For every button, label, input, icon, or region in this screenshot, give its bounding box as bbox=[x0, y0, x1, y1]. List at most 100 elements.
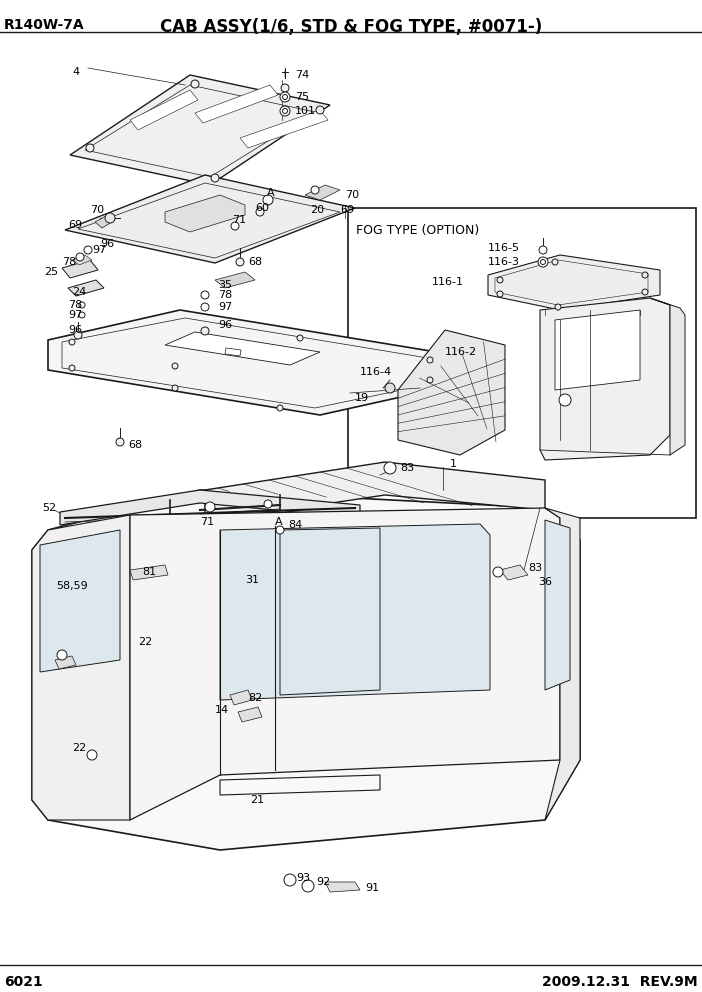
Text: 96: 96 bbox=[100, 239, 114, 249]
Circle shape bbox=[385, 383, 395, 393]
Text: FOG TYPE (OPTION): FOG TYPE (OPTION) bbox=[356, 224, 479, 237]
Text: 71: 71 bbox=[200, 517, 214, 527]
Circle shape bbox=[79, 302, 85, 308]
Circle shape bbox=[69, 365, 75, 371]
Polygon shape bbox=[500, 565, 528, 580]
Circle shape bbox=[311, 186, 319, 194]
Circle shape bbox=[555, 304, 561, 310]
Polygon shape bbox=[130, 90, 198, 130]
Text: CAB ASSY(1/6, STD & FOG TYPE, #0071-): CAB ASSY(1/6, STD & FOG TYPE, #0071-) bbox=[160, 18, 542, 36]
Polygon shape bbox=[40, 530, 120, 672]
Circle shape bbox=[280, 106, 290, 116]
Circle shape bbox=[281, 84, 289, 92]
Polygon shape bbox=[220, 524, 490, 700]
Circle shape bbox=[541, 260, 545, 265]
Text: 52: 52 bbox=[42, 503, 56, 513]
Text: A: A bbox=[267, 188, 274, 198]
Polygon shape bbox=[130, 565, 168, 580]
Text: 69: 69 bbox=[68, 220, 82, 230]
Circle shape bbox=[201, 291, 209, 299]
Text: 60: 60 bbox=[255, 203, 269, 213]
Text: 78: 78 bbox=[68, 300, 82, 310]
Circle shape bbox=[276, 526, 284, 534]
Text: 74: 74 bbox=[295, 70, 310, 80]
Polygon shape bbox=[70, 75, 330, 185]
Polygon shape bbox=[165, 195, 245, 232]
Circle shape bbox=[211, 174, 219, 182]
Polygon shape bbox=[555, 310, 640, 390]
Circle shape bbox=[57, 650, 67, 660]
Polygon shape bbox=[95, 215, 115, 228]
Circle shape bbox=[539, 246, 547, 254]
Circle shape bbox=[69, 339, 75, 345]
Text: 116-3: 116-3 bbox=[488, 257, 520, 267]
Polygon shape bbox=[32, 515, 130, 820]
Circle shape bbox=[74, 331, 82, 339]
Circle shape bbox=[277, 405, 283, 411]
Polygon shape bbox=[305, 185, 340, 200]
Text: 20: 20 bbox=[310, 205, 324, 215]
Text: 91: 91 bbox=[365, 883, 379, 893]
Text: 36: 36 bbox=[538, 577, 552, 587]
Text: 96: 96 bbox=[68, 325, 82, 335]
Text: 82: 82 bbox=[248, 693, 263, 703]
Circle shape bbox=[316, 106, 324, 114]
Circle shape bbox=[282, 94, 288, 99]
Circle shape bbox=[236, 258, 244, 266]
Circle shape bbox=[172, 363, 178, 369]
Circle shape bbox=[201, 327, 209, 335]
Text: 75: 75 bbox=[295, 92, 309, 102]
Polygon shape bbox=[540, 298, 670, 460]
Text: 97: 97 bbox=[218, 302, 232, 312]
Circle shape bbox=[497, 277, 503, 283]
Circle shape bbox=[86, 144, 94, 152]
Text: 25: 25 bbox=[44, 267, 58, 277]
Polygon shape bbox=[62, 260, 98, 278]
Text: 22: 22 bbox=[72, 743, 86, 753]
Text: 97: 97 bbox=[68, 310, 82, 320]
Text: 70: 70 bbox=[345, 190, 359, 200]
Circle shape bbox=[263, 195, 273, 205]
Text: 116-5: 116-5 bbox=[488, 243, 520, 253]
Text: 97: 97 bbox=[92, 245, 106, 255]
Polygon shape bbox=[325, 882, 360, 892]
Circle shape bbox=[116, 438, 124, 446]
Text: 70: 70 bbox=[90, 205, 104, 215]
Text: 58,59: 58,59 bbox=[56, 581, 88, 591]
Text: 78: 78 bbox=[62, 257, 77, 267]
Text: 31: 31 bbox=[245, 575, 259, 585]
Circle shape bbox=[231, 222, 239, 230]
Circle shape bbox=[84, 246, 92, 254]
Circle shape bbox=[201, 303, 209, 311]
Circle shape bbox=[642, 289, 648, 295]
Text: 116-4: 116-4 bbox=[360, 367, 392, 377]
Circle shape bbox=[497, 291, 503, 297]
Polygon shape bbox=[225, 348, 241, 356]
Circle shape bbox=[552, 259, 558, 265]
Polygon shape bbox=[195, 85, 278, 123]
Polygon shape bbox=[165, 332, 320, 365]
Polygon shape bbox=[72, 255, 92, 265]
Circle shape bbox=[172, 385, 178, 391]
Polygon shape bbox=[488, 255, 660, 310]
Text: 93: 93 bbox=[296, 873, 310, 883]
Polygon shape bbox=[32, 490, 580, 850]
Circle shape bbox=[642, 272, 648, 278]
Circle shape bbox=[384, 462, 396, 474]
Text: 68: 68 bbox=[248, 257, 262, 267]
Text: 4: 4 bbox=[72, 67, 79, 77]
Text: 84: 84 bbox=[288, 520, 303, 530]
Circle shape bbox=[559, 394, 571, 406]
Polygon shape bbox=[215, 272, 255, 288]
Text: 14: 14 bbox=[215, 705, 229, 715]
Text: 6021: 6021 bbox=[4, 975, 43, 989]
Text: 35: 35 bbox=[218, 280, 232, 290]
Polygon shape bbox=[55, 656, 76, 669]
Polygon shape bbox=[205, 462, 545, 522]
Circle shape bbox=[297, 335, 303, 341]
Text: 78: 78 bbox=[218, 290, 232, 300]
Polygon shape bbox=[398, 330, 505, 455]
Polygon shape bbox=[240, 110, 328, 148]
Text: A: A bbox=[275, 517, 283, 527]
Polygon shape bbox=[545, 520, 570, 690]
